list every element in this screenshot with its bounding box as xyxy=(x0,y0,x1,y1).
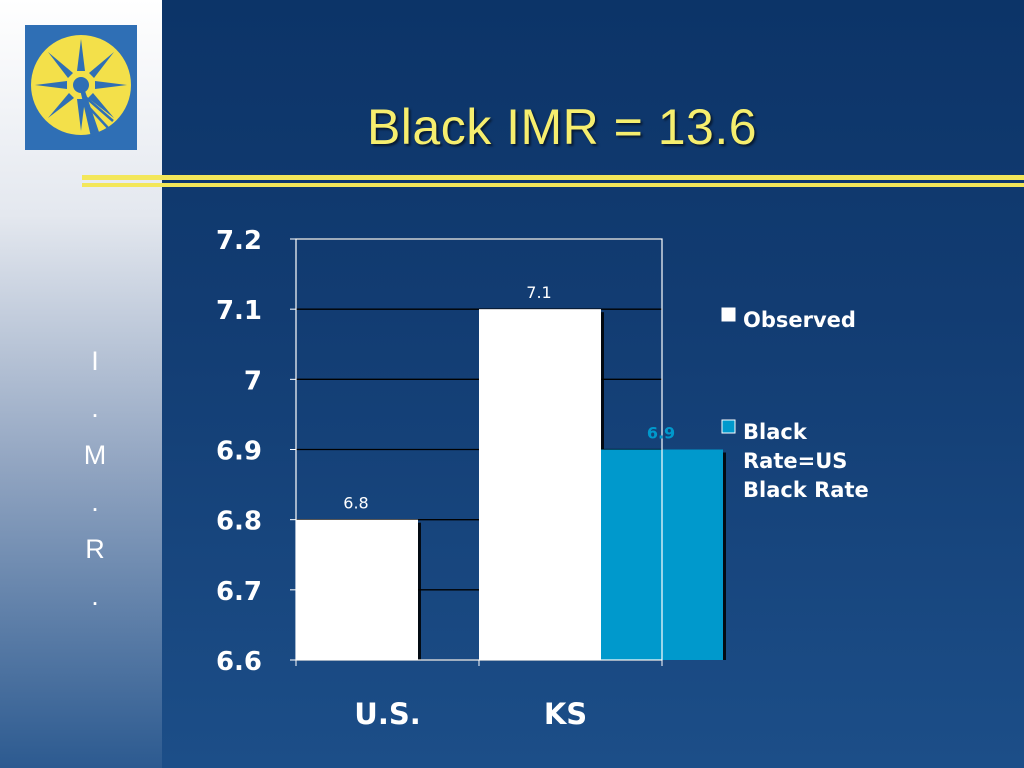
legend-label: Observed xyxy=(743,308,856,332)
legend: Observed Black Rate=US Black Rate xyxy=(721,307,869,502)
title-rule-top xyxy=(82,175,1024,180)
bar-observed-us xyxy=(296,519,418,660)
side-letter: R xyxy=(85,534,105,564)
bar-observed-ks xyxy=(479,309,601,660)
legend-label: Rate=US xyxy=(743,449,847,473)
data-label: 6.8 xyxy=(343,494,368,513)
legend-swatch xyxy=(721,307,736,322)
side-letter: . xyxy=(91,581,99,611)
legend-label: Black Rate xyxy=(743,478,869,502)
category-label: KS xyxy=(544,697,587,731)
y-tick-label: 7 xyxy=(244,366,262,396)
category-label: U.S. xyxy=(354,697,420,731)
y-tick-label: 6.7 xyxy=(216,577,262,607)
starburst-logo xyxy=(25,25,137,150)
slide-title: Black IMR = 13.6 xyxy=(366,99,758,155)
side-letters: I. M. R. xyxy=(0,338,190,620)
side-letter: I xyxy=(91,346,99,376)
side-letter: . xyxy=(91,393,99,423)
y-tick-label: 7.1 xyxy=(216,296,262,326)
bars xyxy=(296,309,726,660)
data-label: 7.1 xyxy=(526,283,551,302)
data-labels: 6.8 7.1 6.9 xyxy=(343,283,675,512)
side-letter: M xyxy=(83,440,107,470)
y-tick-label: 7.2 xyxy=(216,226,262,256)
legend-label: Black xyxy=(743,420,808,444)
y-tick-label: 6.8 xyxy=(216,507,262,537)
y-axis-ticks: 7.2 7.1 7 6.9 6.8 6.7 6.6 xyxy=(216,226,663,677)
data-label: 6.9 xyxy=(647,424,675,443)
legend-swatch xyxy=(721,419,736,434)
y-tick-label: 6.6 xyxy=(216,647,262,677)
y-tick-label: 6.9 xyxy=(216,437,262,467)
title-rule-bottom xyxy=(82,183,1024,187)
side-letter: . xyxy=(91,487,99,517)
x-axis-categories: U.S. KS xyxy=(354,697,587,731)
